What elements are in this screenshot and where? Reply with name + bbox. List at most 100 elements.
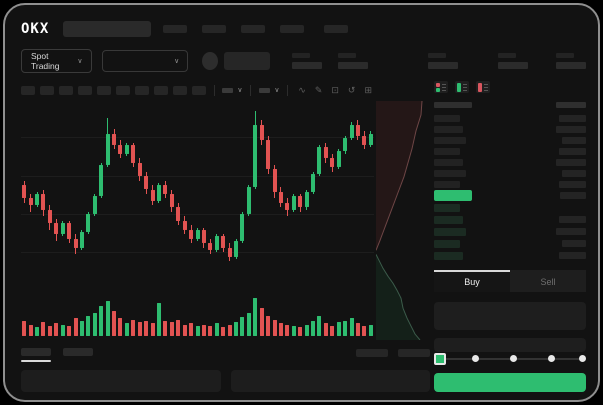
chevron-down-icon: ∨: [77, 57, 83, 65]
volume-bar: [47, 325, 52, 336]
timeframe-button[interactable]: [172, 85, 187, 95]
candle-body: [67, 223, 72, 239]
candle-body: [35, 193, 40, 206]
amount-slider[interactable]: [434, 352, 586, 366]
candle-body: [311, 173, 316, 192]
bid-row[interactable]: [434, 226, 586, 238]
ask-row[interactable]: [434, 135, 586, 146]
ask-row[interactable]: [434, 168, 586, 179]
timeframe-button[interactable]: [39, 85, 54, 95]
candle-body: [137, 162, 142, 177]
okx-logo[interactable]: OKX: [21, 21, 50, 37]
timeframe-button[interactable]: [115, 85, 130, 95]
volume-bar: [234, 322, 238, 336]
candle-body: [189, 229, 194, 239]
candle-body: [92, 196, 97, 215]
candle-body: [368, 133, 373, 145]
depth-bids-line: [376, 254, 421, 340]
candle-body: [285, 202, 290, 210]
volume-bar: [41, 322, 46, 336]
slider-stop[interactable]: [579, 355, 586, 363]
draw-icon[interactable]: ✎: [314, 84, 323, 95]
bid-row[interactable]: [434, 238, 586, 250]
nav-item[interactable]: [280, 25, 305, 33]
candle-body: [323, 147, 328, 159]
bottom-tab-active[interactable]: [21, 348, 51, 362]
candle-body: [253, 124, 258, 188]
candle-body: [227, 247, 232, 257]
timeframe-button[interactable]: [153, 85, 168, 95]
candle-body: [41, 193, 46, 210]
candle-body: [156, 185, 161, 201]
candle-body: [60, 223, 65, 235]
bottom-right-control[interactable]: [356, 349, 388, 357]
expand-icon[interactable]: ⊞: [364, 84, 372, 95]
chevron-down-icon: ∨: [274, 86, 280, 94]
volume-bar: [28, 324, 33, 336]
ask-row[interactable]: [434, 113, 586, 124]
candle-body: [99, 164, 104, 197]
ask-row[interactable]: [434, 157, 586, 168]
order-book-panel: Buy Sell: [434, 81, 586, 392]
market-bar: Spot Trading ∨ ∨: [21, 47, 587, 75]
timeframe-button[interactable]: [191, 85, 206, 95]
bottom-right-control[interactable]: [398, 349, 430, 357]
bid-row[interactable]: [434, 250, 586, 262]
timeframe-button[interactable]: [58, 85, 73, 95]
bid-row[interactable]: [434, 214, 586, 226]
orders-panel-placeholder[interactable]: [21, 370, 221, 392]
candle-body: [330, 158, 335, 168]
bottom-tab[interactable]: [63, 348, 93, 356]
slider-handle[interactable]: [434, 353, 446, 366]
nav-item[interactable]: [241, 25, 266, 33]
timeframe-button[interactable]: [96, 85, 111, 95]
price-input[interactable]: [434, 301, 586, 330]
volume-bar: [336, 322, 341, 336]
slider-stop[interactable]: [548, 355, 555, 363]
book-header: [434, 102, 586, 108]
candle-body: [221, 236, 226, 248]
ask-row[interactable]: [434, 179, 586, 190]
timeframe-button[interactable]: [21, 85, 35, 95]
trade-tabs: Buy Sell: [434, 269, 586, 292]
timeframe-button[interactable]: [77, 85, 92, 95]
volume-bar: [182, 324, 187, 336]
history-icon[interactable]: ↺: [347, 84, 356, 95]
volume-bar: [60, 324, 65, 336]
volume-bar: [240, 317, 245, 336]
candle-body: [259, 124, 264, 141]
price-column-header: [434, 102, 472, 108]
nav-item[interactable]: [324, 25, 349, 33]
book-bids-icon[interactable]: [455, 81, 469, 93]
interval-dropdown[interactable]: ∨: [222, 87, 242, 94]
nav-item[interactable]: [163, 25, 188, 33]
search-input[interactable]: [63, 21, 152, 37]
sell-tab[interactable]: Sell: [510, 269, 586, 292]
indicator-icon[interactable]: ∿: [298, 84, 306, 95]
slider-stop[interactable]: [472, 355, 479, 363]
chart-area: ∨ ∨ ∿ ✎ ⊡ ↺ ⊞: [21, 81, 374, 340]
candle-body: [208, 243, 213, 250]
book-asks-icon[interactable]: [476, 81, 490, 93]
slider-stop[interactable]: [510, 355, 517, 363]
volume-bar: [131, 319, 136, 336]
amount-input[interactable]: [434, 337, 586, 353]
volume-bar: [112, 310, 117, 336]
market-type-button[interactable]: Spot Trading ∨: [21, 49, 93, 73]
buy-tab[interactable]: Buy: [434, 269, 510, 292]
ask-row[interactable]: [434, 146, 586, 157]
chart-style-dropdown[interactable]: ∨: [259, 87, 279, 94]
screenshot-icon[interactable]: ⊡: [331, 84, 339, 95]
volume-bar: [343, 320, 348, 336]
nav-item[interactable]: [202, 25, 227, 33]
book-both-icon[interactable]: [434, 81, 448, 93]
orders-panel-placeholder[interactable]: [230, 370, 430, 392]
buy-submit-button[interactable]: [434, 373, 586, 392]
candle-pane[interactable]: [21, 103, 374, 294]
timeframe-button[interactable]: [134, 85, 149, 95]
pair-selector[interactable]: ∨: [102, 50, 189, 72]
bid-row[interactable]: [434, 202, 586, 214]
ask-row[interactable]: [434, 124, 586, 135]
volume-bar: [201, 324, 206, 336]
candle-body: [131, 144, 136, 163]
